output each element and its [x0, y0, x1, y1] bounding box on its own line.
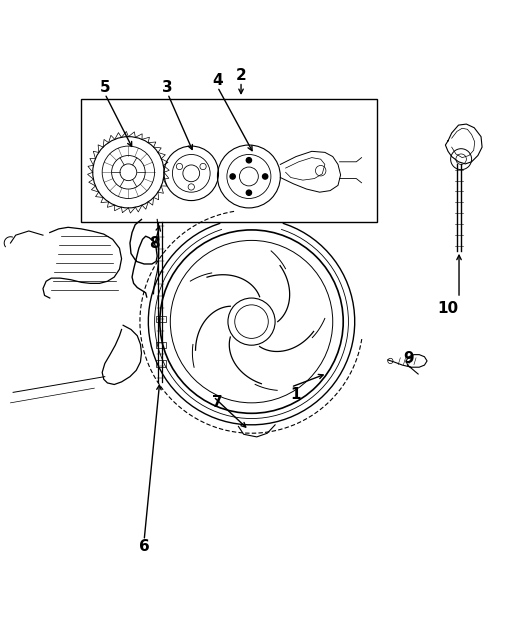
Circle shape — [263, 174, 268, 179]
Bar — [156, 360, 166, 367]
Text: 2: 2 — [236, 68, 246, 83]
Bar — [156, 316, 166, 322]
Text: 6: 6 — [139, 540, 149, 554]
Bar — [156, 342, 166, 348]
Text: 1: 1 — [291, 387, 301, 403]
Text: 4: 4 — [212, 73, 223, 88]
Text: 8: 8 — [149, 235, 160, 251]
Text: 5: 5 — [100, 80, 110, 95]
Text: 9: 9 — [403, 351, 414, 366]
Text: 10: 10 — [438, 301, 458, 316]
Circle shape — [246, 190, 252, 195]
Circle shape — [230, 174, 235, 179]
Text: 3: 3 — [162, 80, 173, 95]
Text: 7: 7 — [212, 396, 223, 410]
Circle shape — [246, 158, 252, 163]
Bar — [81, 99, 377, 222]
